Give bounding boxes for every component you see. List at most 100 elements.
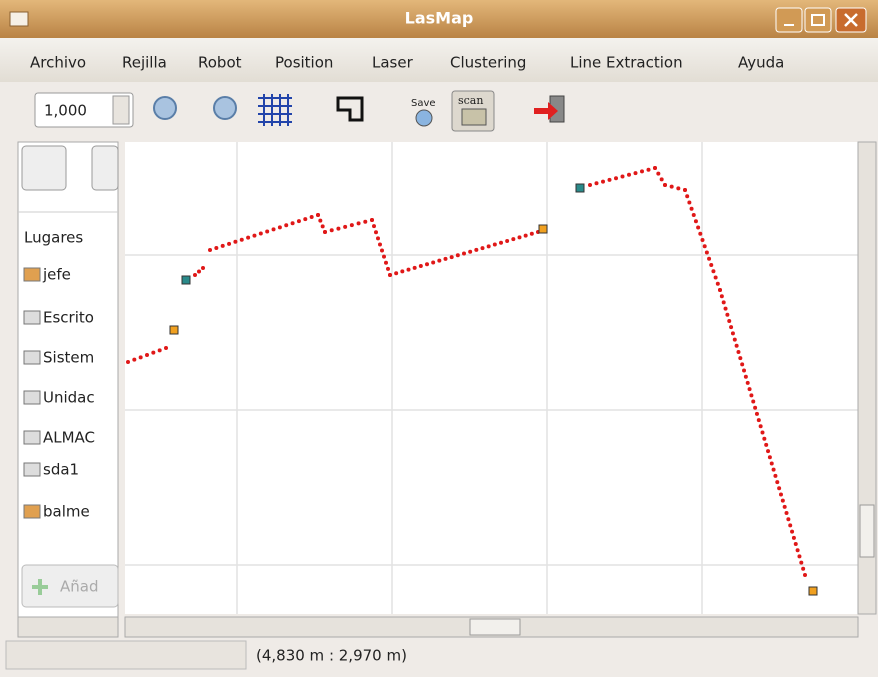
scan-point xyxy=(378,242,382,247)
scan-point xyxy=(374,230,378,235)
scan-point xyxy=(400,269,405,274)
scan-point xyxy=(239,237,244,242)
places: jefe Escrito Sistem Unidac ALMAC sda1 balme xyxy=(23,266,95,521)
place-icon xyxy=(23,310,41,325)
scan-point xyxy=(696,225,701,230)
scan-point xyxy=(723,306,728,311)
menu-item[interactable]: Ayuda xyxy=(738,54,784,72)
scan-point xyxy=(431,260,436,265)
minimize[interactable] xyxy=(775,7,803,33)
menu-item[interactable]: Laser xyxy=(372,54,414,72)
scan-point xyxy=(784,511,789,516)
menu-bar xyxy=(0,38,878,82)
scan-point xyxy=(730,331,735,336)
scan-point xyxy=(323,230,327,234)
scan-point xyxy=(646,167,651,172)
scan-point xyxy=(685,194,690,199)
scan-point xyxy=(799,560,804,565)
scan-point xyxy=(220,243,225,248)
menu-item[interactable]: Position xyxy=(275,54,333,72)
place-item[interactable]: sda1 xyxy=(43,461,79,479)
scan-point xyxy=(320,224,325,229)
scan-point xyxy=(588,183,592,187)
scan-point xyxy=(462,251,466,256)
scan-point xyxy=(747,387,752,392)
scan-point xyxy=(425,262,429,267)
scan-point xyxy=(356,221,361,226)
maximize[interactable] xyxy=(804,7,832,33)
scan-point xyxy=(386,266,390,271)
scan-point xyxy=(252,233,257,238)
menu-item[interactable]: Line Extraction xyxy=(570,54,683,72)
scan-point xyxy=(742,368,747,373)
scan-point xyxy=(132,357,137,362)
grid-button[interactable] xyxy=(258,94,292,126)
scan-point xyxy=(145,353,149,357)
window-icon xyxy=(9,11,29,27)
menu-item[interactable]: Archivo xyxy=(30,54,86,72)
scan-point xyxy=(693,219,698,224)
scan-point xyxy=(594,181,599,186)
zoom-spin[interactable] xyxy=(34,92,134,128)
scan-point xyxy=(349,223,354,228)
scan-point xyxy=(318,218,323,223)
place-item[interactable]: balme xyxy=(43,503,90,521)
robot-marker xyxy=(181,275,191,285)
notes-button[interactable] xyxy=(21,145,67,191)
scan-point xyxy=(786,517,791,522)
scan-point xyxy=(743,374,748,379)
scan-point xyxy=(343,224,348,229)
menu-item[interactable]: Rejilla xyxy=(122,54,167,72)
scan-point xyxy=(704,250,709,255)
scan-point xyxy=(771,467,776,472)
scan-point xyxy=(715,281,720,286)
place-item[interactable]: Unidac xyxy=(43,389,95,407)
scan-point xyxy=(656,171,661,176)
save-label[interactable]: Save xyxy=(411,98,436,109)
scan-point xyxy=(157,348,162,353)
scan-point xyxy=(233,239,238,244)
path-button[interactable] xyxy=(336,96,364,122)
menu-item[interactable]: Robot xyxy=(198,54,242,72)
menu-item[interactable]: Clustering xyxy=(450,54,526,72)
scan-point xyxy=(738,356,743,361)
scan-point xyxy=(208,248,212,252)
scan-point xyxy=(725,312,730,317)
scan-point xyxy=(380,248,384,253)
toolbar: 1,000 Save scan xyxy=(34,90,565,132)
scan-point xyxy=(778,492,783,497)
place-item[interactable]: ALMAC xyxy=(43,429,95,447)
scan-point xyxy=(601,179,605,184)
zoom-out[interactable] xyxy=(213,96,237,120)
scan-point xyxy=(795,548,800,553)
place-item[interactable]: Sistem xyxy=(43,349,94,367)
place-item[interactable]: jefe xyxy=(42,266,71,284)
status-text: (4,830 m : 2,970 m) xyxy=(256,647,407,665)
scan-point xyxy=(683,188,687,192)
scan-point xyxy=(449,255,454,260)
robot-marker xyxy=(575,183,585,193)
scan-point xyxy=(214,245,219,250)
add-button[interactable] xyxy=(21,564,119,608)
robot-marker xyxy=(169,325,179,335)
scan-point xyxy=(384,260,388,265)
scan-point xyxy=(719,294,724,299)
scan-point xyxy=(372,224,376,229)
scan-point xyxy=(277,225,282,230)
scan-point xyxy=(640,169,644,174)
window-title: LasMap xyxy=(405,9,474,28)
scan-point xyxy=(775,480,780,485)
scan-point xyxy=(406,267,411,272)
zoom-in[interactable] xyxy=(153,96,177,120)
scan-point xyxy=(193,273,197,277)
scan-point xyxy=(620,174,625,179)
scan-point xyxy=(762,436,767,441)
v-scrollbar[interactable] xyxy=(857,141,877,615)
scan-point xyxy=(511,237,516,242)
scan-point xyxy=(653,166,657,170)
scan-point xyxy=(227,241,232,246)
place-item[interactable]: Escrito xyxy=(43,309,94,327)
add-label: Añad xyxy=(60,578,98,596)
places-header: Lugares xyxy=(24,229,83,247)
